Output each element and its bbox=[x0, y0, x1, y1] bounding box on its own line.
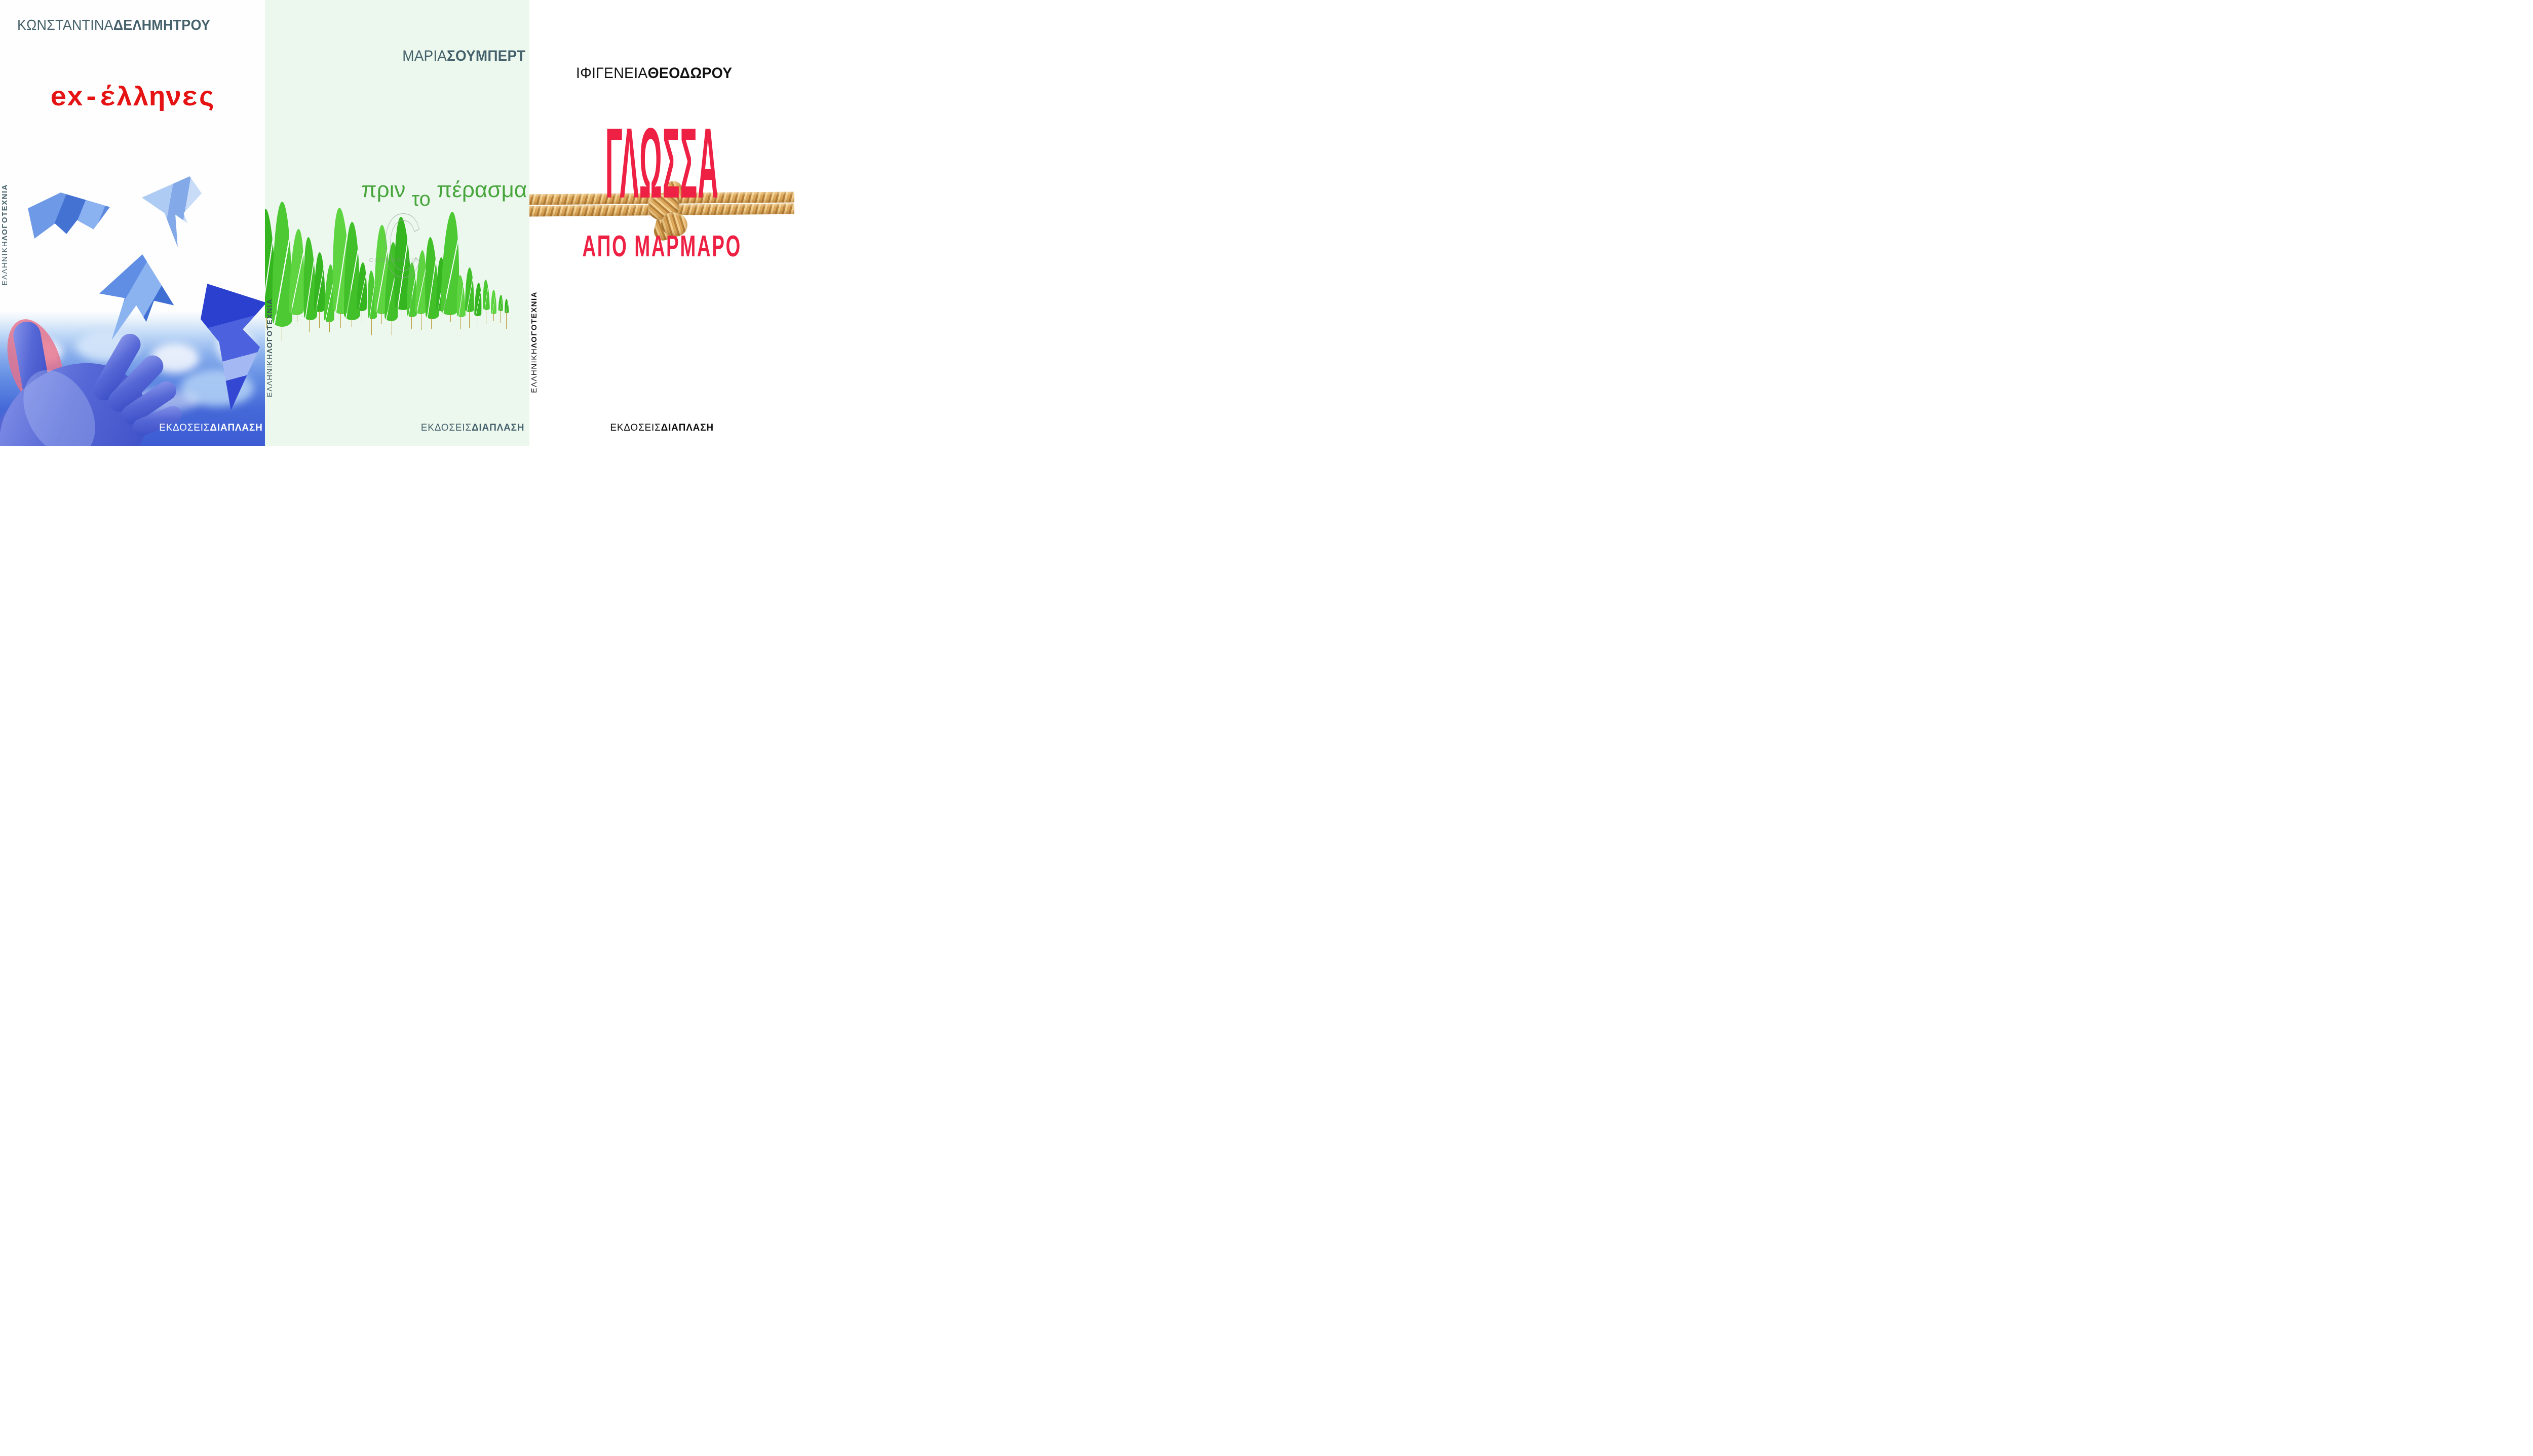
leaf bbox=[465, 267, 474, 312]
category-vertical-label: ΕΛΛΗΝΙΚΗΛΟΓΟΤΕΧΝΙΑ bbox=[1, 184, 9, 286]
leaf-stem bbox=[440, 310, 442, 325]
leaf bbox=[498, 294, 504, 312]
author-name: ΜΑΡΙΑΣΟΥΜΠΕΡΤ bbox=[402, 48, 525, 65]
author-first-name: ΜΑΡΙΑ bbox=[402, 48, 447, 64]
author-last-name: ΔΕΛΗΜΗΤΡΟΥ bbox=[113, 17, 211, 33]
leaf-stem bbox=[296, 314, 298, 322]
leaf-stem bbox=[329, 321, 330, 332]
leaf-stem bbox=[411, 316, 412, 329]
leaf-stem bbox=[500, 310, 502, 323]
leaf-stem bbox=[460, 316, 462, 329]
author-first-name: ΙΦΙΓΕΝΕΙΑ bbox=[576, 65, 648, 82]
book-title: πριν το πέρασμα bbox=[361, 177, 527, 210]
author-name: ΚΩΝΣΤΑΝΤΙΝΑΔΕΛΗΜΗΤΡΟΥ bbox=[17, 17, 210, 34]
paper-airplane-icon bbox=[28, 193, 110, 239]
book-cover-prin-to-perasma: ΜΑΡΙΑΣΟΥΜΠΕΡΤ πριν το πέρασμα C COSMOPOLIT… bbox=[264, 0, 530, 446]
leaf-stem bbox=[469, 311, 470, 328]
book-title-line1: ΓΛΩΣΣΑ bbox=[605, 107, 719, 219]
publisher-logo: ΕΚΔΟΣΕΙΣΔΙΑΠΛΑΣΗ bbox=[159, 423, 263, 433]
leaf-stem bbox=[371, 318, 372, 335]
leaf-stem bbox=[361, 310, 363, 323]
book-title-line2-wrap: ΑΠΟ ΜΑΡΜΑΡΟ bbox=[529, 229, 794, 263]
leaf-stem bbox=[381, 313, 382, 324]
publisher-logo: ΕΚΔΟΣΕΙΣΔΙΑΠΛΑΣΗ bbox=[420, 423, 525, 433]
leaf-row-illustration bbox=[264, 0, 530, 446]
leaf bbox=[314, 252, 325, 312]
author-name: ΙΦΙΓΕΝΕΙΑΘΕΟΔΩΡΟΥ bbox=[576, 65, 732, 82]
author-first-name: ΚΩΝΣΤΑΝΤΙΝΑ bbox=[17, 17, 113, 33]
leaf-stem bbox=[391, 320, 393, 335]
watermark-caption: COSMOPOLITI bbox=[369, 257, 422, 263]
watermark-letter: C bbox=[382, 195, 421, 296]
author-last-name: ΘΕΟΔΩΡΟΥ bbox=[647, 65, 733, 82]
leaf-stem bbox=[319, 311, 320, 328]
leaf-stem bbox=[450, 314, 451, 322]
leaf-stem bbox=[506, 312, 507, 329]
paper-airplane-icon bbox=[142, 176, 202, 247]
leaf-stem bbox=[401, 309, 403, 317]
book-cover-glossa-apo-marmaro: ΙΦΙΓΕΝΕΙΑΘΕΟΔΩΡΟΥ ΓΛΩΣΣΑ ΑΠΟ ΜΑΡΜΑΡΟ ΕΛΛ… bbox=[529, 0, 794, 446]
book-title: ex-έλληνες bbox=[50, 83, 215, 114]
leaf-stem bbox=[477, 315, 479, 326]
book-title-line1-wrap: ΓΛΩΣΣΑ bbox=[529, 113, 794, 214]
category-vertical-label: ΕΛΛΗΝΙΚΗΛΟΓΟΤΕΧΝΙΑ bbox=[265, 298, 274, 397]
open-hand-illustration bbox=[0, 319, 182, 446]
leaf-stem bbox=[281, 326, 283, 341]
leaf-stem bbox=[420, 313, 422, 330]
leaf bbox=[504, 298, 509, 314]
leaf-stem bbox=[309, 319, 310, 332]
leaf bbox=[406, 262, 417, 317]
publisher-logo: ΕΚΔΟΣΕΙΣΔΙΑΠΛΑΣΗ bbox=[610, 423, 714, 433]
book-title-line2: ΑΠΟ ΜΑΡΜΑΡΟ bbox=[582, 229, 742, 263]
category-vertical-label: ΕΛΛΗΝΙΚΗΛΟΓΟΤΕΧΝΙΑ bbox=[530, 291, 539, 393]
leaf-stem bbox=[493, 313, 494, 321]
leaf-stem bbox=[266, 317, 267, 328]
leaf bbox=[474, 282, 482, 317]
leaf-stem bbox=[431, 318, 432, 329]
book-cover-ex-ellines: ΚΩΝΣΤΑΝΤΙΝΑΔΕΛΗΜΗΤΡΟΥ ex-έλληνες ΕΛΛΗΝΙΚ… bbox=[0, 0, 265, 446]
leaf-stem bbox=[485, 309, 487, 324]
leaf-stem bbox=[340, 313, 341, 328]
author-last-name: ΣΟΥΜΠΕΡΤ bbox=[446, 48, 526, 64]
leaf-stem bbox=[351, 319, 353, 327]
leaf bbox=[482, 279, 490, 311]
book-covers-collage: ΚΩΝΣΤΑΝΤΙΝΑΔΕΛΗΜΗΤΡΟΥ ex-έλληνες ΕΛΛΗΝΙΚ… bbox=[0, 0, 794, 446]
leaf bbox=[491, 290, 497, 314]
